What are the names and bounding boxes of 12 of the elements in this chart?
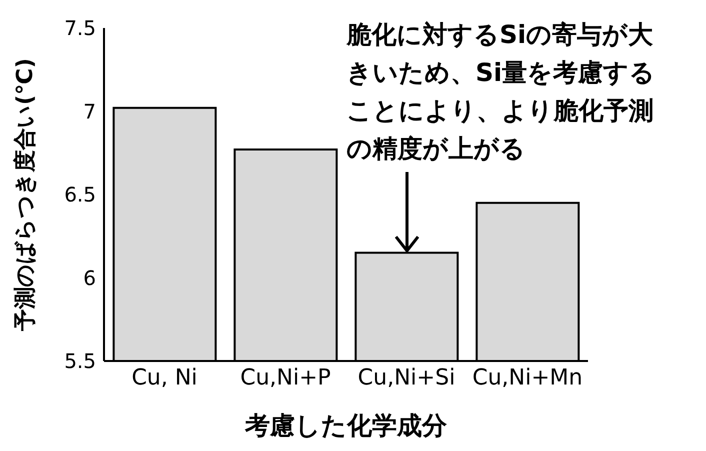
y-tick-label: 7.5	[64, 16, 96, 40]
x-tick-label: Cu,Ni+P	[240, 366, 331, 391]
y-tick-label: 6.5	[64, 182, 96, 207]
annotation: 脆化に対するSiの寄与が大きいため、Si量を考慮することにより、より脆化予測の精度が上がる	[346, 19, 656, 165]
x-tick-label: Cu,Ni+Mn	[472, 366, 583, 391]
y-tick-label: 5.5	[64, 349, 96, 374]
y-tick-label: 6	[83, 266, 96, 290]
y-axis-title: 予測のばらつき度合い(℃)	[12, 58, 38, 332]
y-tick-label: 7	[83, 99, 96, 124]
x-axis-title: 考慮した化学成分	[244, 411, 448, 440]
x-tick-label: Cu, Ni	[132, 366, 198, 391]
x-tick-label: Cu,Ni+Si	[358, 366, 456, 391]
